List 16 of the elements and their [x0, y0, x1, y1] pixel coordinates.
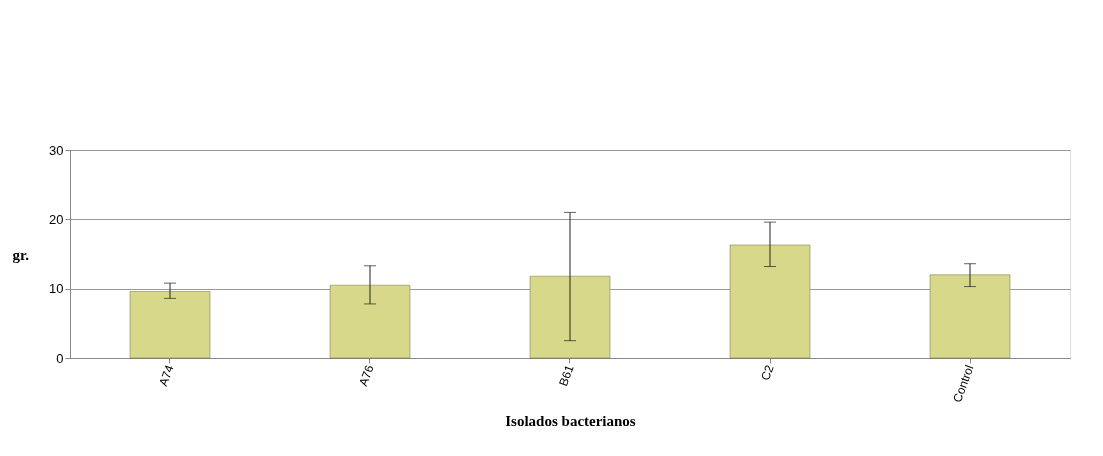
bar	[529, 275, 611, 359]
y-axis-title: gr.	[12, 246, 30, 263]
bar	[329, 284, 411, 359]
y-tick-label: 10	[49, 281, 64, 297]
bar	[729, 244, 811, 359]
x-tick-label: A74	[156, 362, 177, 388]
bar	[129, 291, 211, 359]
x-tick-label: B61	[556, 362, 577, 388]
y-tick-label: 0	[56, 350, 64, 366]
y-tick-label: 20	[49, 211, 64, 227]
x-tick-label: Control	[950, 363, 977, 405]
y-tick-label: 30	[49, 142, 64, 158]
x-tick-label: C2	[758, 362, 777, 383]
x-tick-label: A76	[356, 362, 377, 388]
bar	[929, 274, 1011, 359]
x-axis-title: Isolados bacterianos	[505, 412, 636, 429]
